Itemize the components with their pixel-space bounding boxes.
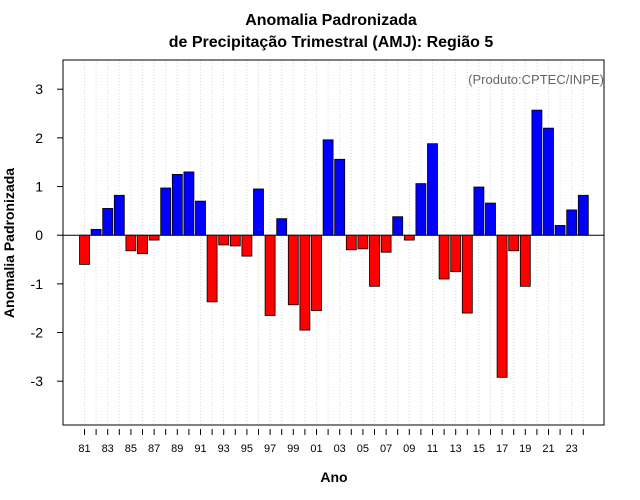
bar-88 — [160, 187, 172, 236]
bar-15 — [473, 186, 485, 236]
bar-17 — [496, 234, 508, 378]
x-tick-label: 87 — [148, 443, 160, 455]
bar-94 — [229, 234, 241, 247]
bar-97 — [264, 234, 276, 316]
x-tick-label: 81 — [78, 443, 90, 455]
x-tick-label: 03 — [334, 443, 346, 455]
y-tick-label: -3 — [31, 373, 44, 389]
x-tick-label: 97 — [264, 443, 276, 455]
bar-24 — [577, 194, 589, 236]
bar-07 — [380, 234, 392, 253]
y-tick-label: 0 — [35, 227, 43, 243]
bar-11 — [427, 143, 438, 236]
bar-23 — [566, 209, 578, 236]
bar-91 — [195, 200, 206, 236]
y-axis-title: Anomalia Padronizada — [1, 168, 17, 318]
bar-92 — [206, 234, 218, 303]
x-tick-label: 13 — [450, 443, 462, 455]
x-tick-label: 07 — [380, 443, 392, 455]
bar-01 — [311, 234, 322, 312]
bar-10 — [415, 183, 427, 236]
bars — [79, 109, 589, 378]
x-tick-label: 95 — [241, 443, 253, 455]
bar-08 — [392, 216, 404, 236]
bar-82 — [90, 228, 102, 236]
x-tick-label: 85 — [125, 443, 137, 455]
chart-subtitle: de Precipitação Trimestral (AMJ): Região… — [169, 34, 494, 51]
y-tick-label: -2 — [31, 325, 44, 341]
x-tick-label: 83 — [102, 443, 114, 455]
y-tick-label: 3 — [35, 81, 43, 97]
y-axis: -3 -2 -1 0 1 2 3 — [31, 81, 63, 389]
bar-00 — [299, 234, 311, 331]
chart-title: Anomalia Padronizada — [245, 12, 417, 29]
y-tick-label: 2 — [35, 130, 43, 146]
source-annotation: (Produto:CPTEC/INPE) — [468, 72, 604, 87]
x-tick-label: 17 — [496, 443, 508, 455]
bar-06 — [369, 234, 380, 287]
bar-03 — [334, 158, 346, 236]
bar-83 — [102, 208, 114, 236]
bar-12 — [438, 234, 450, 280]
bar-19 — [519, 234, 531, 287]
bar-89 — [171, 173, 183, 236]
y-tick-label: -1 — [31, 276, 44, 292]
bar-96 — [253, 188, 264, 236]
bar-22 — [554, 225, 566, 236]
bar-18 — [508, 234, 520, 252]
x-axis-title: Ano — [320, 469, 347, 485]
x-tick-label: 21 — [542, 443, 554, 455]
x-tick-label: 19 — [519, 443, 531, 455]
grid-lines — [84, 60, 584, 425]
bar-81 — [79, 234, 90, 265]
bar-09 — [403, 234, 415, 241]
x-tick-label: 99 — [287, 443, 299, 455]
bar-84 — [113, 194, 125, 236]
x-tick-label: 15 — [473, 443, 485, 455]
bar-13 — [450, 234, 462, 273]
bar-98 — [276, 218, 288, 236]
x-tick-label: 91 — [194, 443, 206, 455]
x-tick-label: 09 — [403, 443, 415, 455]
x-tick-label: 05 — [357, 443, 369, 455]
bar-90 — [183, 171, 195, 236]
bar-02 — [322, 139, 334, 236]
bar-95 — [241, 234, 253, 257]
bar-87 — [148, 234, 160, 241]
x-tick-label: 23 — [566, 443, 578, 455]
bar-21 — [543, 127, 554, 236]
bar-99 — [287, 234, 299, 306]
x-tick-label: 11 — [427, 443, 438, 455]
bar-85 — [125, 234, 137, 252]
x-tick-label: 01 — [310, 443, 322, 455]
x-tick-label: 89 — [171, 443, 183, 455]
bar-20 — [531, 109, 543, 236]
bar-05 — [357, 234, 369, 250]
x-tick-label: 93 — [218, 443, 230, 455]
plot-frame — [62, 59, 605, 426]
x-axis: 81 83 85 87 89 91 93 95 97 99 01 03 05 07 09 11 13 15 17 19… — [78, 429, 584, 455]
bar-16 — [485, 202, 496, 236]
bar-86 — [137, 234, 148, 255]
y-tick-label: 1 — [35, 179, 43, 195]
bar-93 — [218, 234, 230, 246]
bar-04 — [345, 234, 357, 251]
bar-14 — [461, 234, 473, 314]
